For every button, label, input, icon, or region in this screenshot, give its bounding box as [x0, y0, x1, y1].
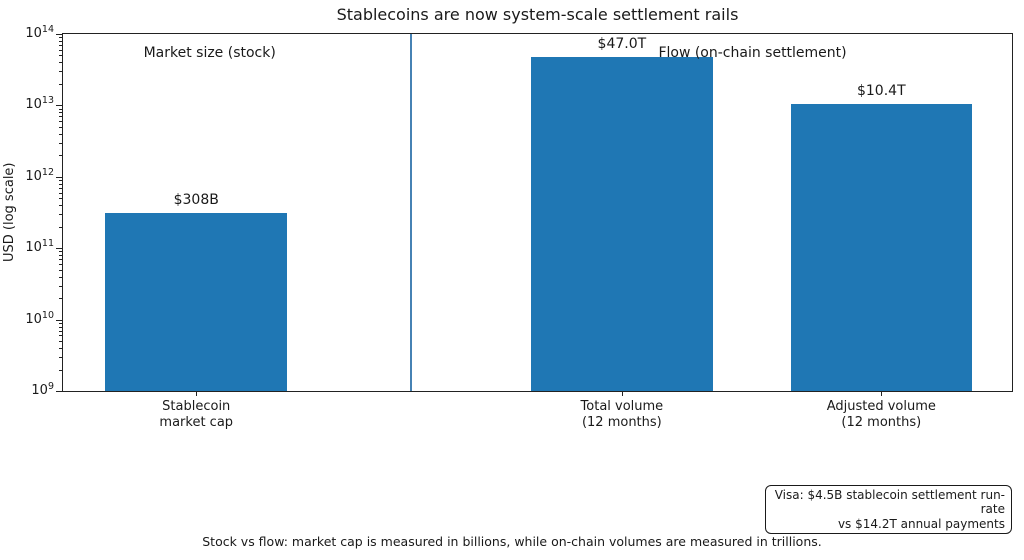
- y-axis-minor-tick: [59, 116, 62, 118]
- y-axis-minor-tick: [59, 45, 62, 47]
- y-axis-tick-label: 109: [31, 381, 54, 398]
- visa-annotation-box: Visa: $4.5B stablecoin settlement run-ra…: [765, 485, 1012, 535]
- y-axis-minor-tick: [59, 62, 62, 64]
- y-axis-minor-tick: [59, 108, 62, 110]
- y-axis-minor-tick: [59, 276, 62, 278]
- y-axis-minor-tick: [59, 205, 62, 207]
- x-axis-tick-label-line: market cap: [159, 415, 234, 431]
- y-axis-minor-tick: [59, 369, 62, 371]
- y-axis-tick: [56, 34, 62, 35]
- y-axis-minor-tick: [59, 322, 62, 324]
- y-axis-tick-label: 1012: [25, 166, 54, 184]
- y-axis-label: USD (log scale): [2, 162, 17, 263]
- y-axis-minor-tick: [59, 269, 62, 271]
- y-axis-minor-tick: [59, 55, 62, 57]
- y-axis-minor-tick: [59, 126, 62, 128]
- y-axis-minor-tick: [59, 142, 62, 144]
- y-axis-minor-tick: [59, 341, 62, 343]
- y-axis-tick: [56, 248, 62, 250]
- y-axis-minor-tick: [59, 330, 62, 332]
- y-axis-minor-tick: [59, 121, 62, 123]
- y-axis-minor-tick: [59, 259, 62, 261]
- figure-caption: Stock vs flow: market cap is measured in…: [202, 534, 822, 549]
- y-axis-minor-tick: [59, 214, 62, 216]
- x-axis-tick-label: Total volume (12 months): [581, 399, 664, 432]
- y-axis-minor-tick: [59, 49, 62, 51]
- y-axis-minor-tick: [59, 112, 62, 114]
- bar-value-label: $10.4T: [856, 83, 906, 100]
- x-axis-tick-label-line: (12 months): [841, 415, 922, 431]
- panel-divider-line: [410, 34, 413, 391]
- y-axis-minor-tick: [59, 356, 62, 358]
- x-axis-tick-label: Adjusted volume (12 months): [827, 399, 936, 432]
- y-axis-minor-tick: [59, 251, 62, 253]
- y-axis-tick: [56, 105, 62, 107]
- bar: [105, 213, 288, 391]
- y-axis-minor-tick: [59, 187, 62, 189]
- visa-annotation-line1: Visa: $4.5B stablecoin settlement run-ra…: [774, 488, 1005, 517]
- bar: [790, 104, 973, 391]
- y-axis-minor-tick: [59, 180, 62, 182]
- x-axis-tick-label-line: Adjusted volume: [826, 399, 936, 414]
- y-axis-tick-label: 1010: [25, 309, 54, 327]
- y-axis-minor-tick: [59, 335, 62, 337]
- y-axis-minor-tick: [59, 348, 62, 349]
- x-axis-tick: [196, 392, 198, 396]
- y-axis-minor-tick: [59, 285, 62, 287]
- y-axis-minor-tick: [59, 198, 62, 200]
- y-axis-minor-tick: [59, 71, 62, 73]
- x-axis-tick: [621, 392, 623, 396]
- plot-area: $308B $47.0T $10.4T Market size (stock) Flow…: [62, 33, 1013, 392]
- y-axis-tick: [56, 319, 62, 321]
- y-axis-tick: [56, 176, 62, 178]
- y-axis-minor-tick: [59, 326, 62, 328]
- bar: [531, 57, 713, 391]
- bar-value-label: $47.0T: [597, 36, 647, 53]
- y-axis-minor-tick: [59, 183, 62, 185]
- y-axis-minor-tick: [59, 133, 62, 135]
- x-axis-tick: [881, 392, 883, 396]
- x-axis-tick-label: Stablecoin market cap: [159, 399, 233, 432]
- y-axis-minor-tick: [59, 155, 62, 157]
- x-axis-tick-label-line: Stablecoin: [162, 399, 231, 414]
- x-axis-tick-label-line: Total volume: [580, 399, 664, 414]
- y-axis-tick-label: 1011: [25, 238, 54, 256]
- x-axis-tick-label-line: (12 months): [581, 415, 662, 431]
- chart-title: Stablecoins are now system-scale settlem…: [336, 5, 739, 24]
- y-axis-minor-tick: [59, 255, 62, 257]
- y-axis-minor-tick: [59, 298, 62, 300]
- y-axis-tick-label: 1014: [25, 24, 54, 41]
- y-axis-minor-tick: [59, 40, 62, 42]
- y-axis-minor-tick: [59, 37, 62, 39]
- y-axis-minor-tick: [59, 192, 62, 194]
- visa-annotation-line2: vs $14.2T annual payments: [837, 516, 1005, 531]
- y-axis-minor-tick: [59, 83, 62, 85]
- bar-value-label: $308B: [173, 192, 219, 209]
- y-axis-minor-tick: [59, 264, 62, 266]
- y-axis-minor-tick: [59, 226, 62, 228]
- panel-annotation: Flow (on-chain settlement): [658, 45, 847, 61]
- y-axis-tick-label: 1013: [25, 95, 54, 113]
- panel-annotation: Market size (stock): [143, 45, 276, 61]
- y-axis-tick: [56, 391, 62, 392]
